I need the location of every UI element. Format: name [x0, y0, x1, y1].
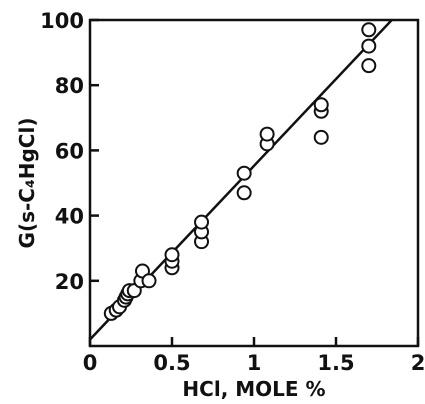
data-point [236, 185, 252, 201]
y-axis-label: G(s-C₄HgCl) [15, 118, 39, 249]
data-point [313, 129, 329, 145]
y-tick-label: 20 [55, 270, 84, 294]
data-point [259, 126, 275, 142]
data-point [236, 165, 252, 181]
x-tick-label: 1.5 [317, 351, 354, 375]
tick-labels: 0 0.5 1 1.5 2 20 40 60 80 100 [40, 9, 425, 375]
data-point [361, 38, 377, 54]
y-tick-label: 60 [55, 139, 84, 163]
y-tick-label: 40 [55, 205, 84, 229]
data-points [103, 22, 377, 321]
y-tick-label: 80 [55, 74, 84, 98]
data-point [361, 58, 377, 74]
x-tick-label: 1 [247, 351, 262, 375]
data-point [313, 97, 329, 113]
x-tick-label: 0 [83, 351, 98, 375]
y-tick-label: 100 [40, 9, 84, 33]
x-tick-label: 2 [411, 351, 425, 375]
x-axis-label: HCl, MOLE % [182, 377, 325, 401]
data-point [141, 273, 157, 289]
data-point [194, 214, 210, 230]
data-point [164, 247, 180, 263]
x-tick-label: 0.5 [153, 351, 190, 375]
data-point [361, 22, 377, 38]
plot-frame [88, 18, 420, 348]
